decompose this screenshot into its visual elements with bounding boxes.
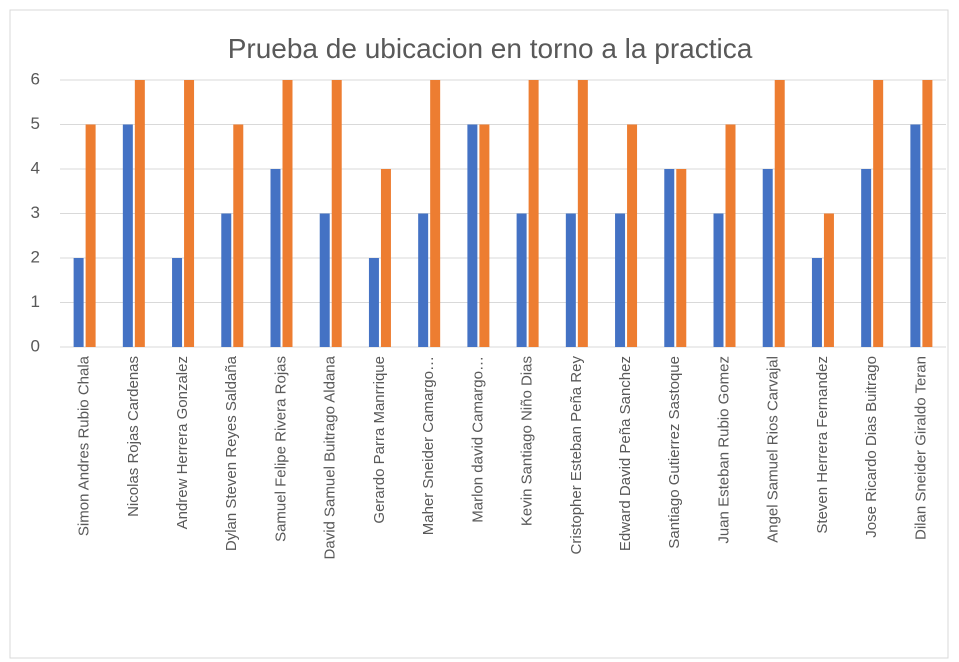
bar	[282, 80, 293, 347]
bar	[910, 124, 921, 347]
bar	[811, 258, 822, 347]
bar	[221, 213, 232, 347]
x-tick-label: Jose Ricardo Dias Buitrago	[863, 356, 880, 538]
bar	[762, 169, 773, 347]
bar	[516, 213, 527, 347]
chart-title: Prueba de ubicacion en torno a la practi…	[228, 33, 753, 64]
y-tick-label: 3	[31, 203, 40, 222]
bar	[922, 80, 933, 347]
x-tick-label: Simon Andres Rubio Chala	[76, 355, 93, 536]
y-tick-label: 4	[31, 158, 40, 177]
x-tick-label: David Samuel Buitrago Aldana	[322, 355, 339, 559]
bar	[528, 80, 539, 347]
bar	[713, 213, 724, 347]
bar	[380, 169, 391, 347]
bar	[85, 124, 96, 347]
x-tick-label: Maher Sneider Camargo…	[420, 356, 437, 535]
bar	[319, 213, 330, 347]
bar	[122, 124, 133, 347]
x-tick-label: Samuel Felipe Rivera Rojas	[272, 356, 289, 542]
bar	[172, 258, 183, 347]
x-tick-label: Steven Herrera Fernandez	[814, 356, 831, 534]
x-tick-label: Santiago Gutierrez Sastoque	[666, 356, 683, 549]
x-tick-label: Gerardo Parra Manrrique	[371, 356, 388, 524]
bar	[627, 124, 638, 347]
y-tick-label: 6	[31, 69, 40, 88]
x-tick-label: Cristopher Esteban Peña Rey	[568, 356, 585, 555]
y-tick-label: 2	[31, 247, 40, 266]
chart-frame	[9, 9, 949, 659]
bar	[184, 80, 195, 347]
x-tick-label: Juan Esteban Rubio Gomez	[715, 356, 732, 544]
bar	[565, 213, 576, 347]
y-tick-label: 5	[31, 114, 40, 133]
bar	[861, 169, 872, 347]
x-tick-label: Dilan Sneider Giraldo Teran	[912, 356, 929, 540]
bar	[270, 169, 281, 347]
x-tick-label: Andrew Herrera Gonzalez	[174, 356, 191, 529]
bar	[479, 124, 490, 347]
bar	[577, 80, 588, 347]
bar	[664, 169, 675, 347]
bar	[430, 80, 441, 347]
bar	[233, 124, 244, 347]
bar	[774, 80, 785, 347]
bar	[134, 80, 145, 347]
y-tick-label: 0	[31, 336, 40, 355]
x-tick-label: Kevin Santiago Niño Dias	[519, 356, 536, 526]
bar	[368, 258, 379, 347]
bar	[873, 80, 884, 347]
bar	[676, 169, 687, 347]
x-tick-label: Edward David Peña Sanchez	[617, 356, 634, 551]
bar	[331, 80, 342, 347]
bar	[467, 124, 478, 347]
bar	[823, 213, 834, 347]
bar	[725, 124, 736, 347]
x-tick-label: Dylan Steven Reyes Saldaña	[223, 355, 240, 551]
bar	[615, 213, 626, 347]
x-tick-label: Angel Samuel Rios Carvajal	[765, 356, 782, 543]
x-tick-label: Nicolas Rojas Cardenas	[125, 356, 142, 517]
bar	[418, 213, 429, 347]
bar	[73, 258, 84, 347]
y-tick-label: 1	[31, 292, 40, 311]
x-tick-label: Marlon david Camargo…	[469, 356, 486, 523]
